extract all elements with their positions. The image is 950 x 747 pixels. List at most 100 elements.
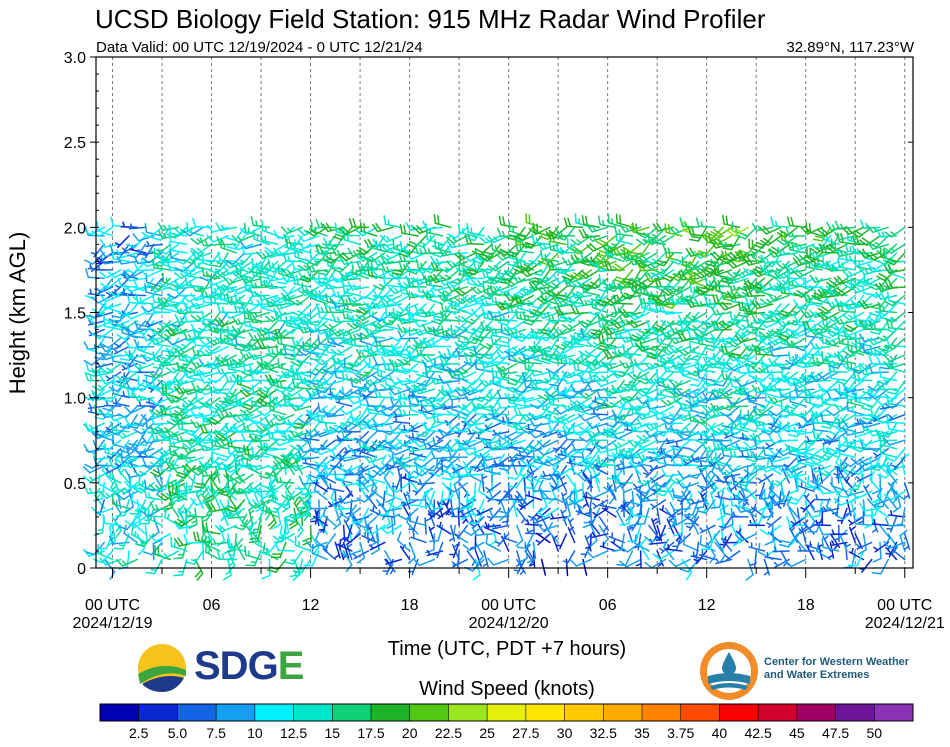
- wind-barb: [274, 243, 295, 257]
- wind-barb: [133, 482, 155, 494]
- wind-barb: [166, 226, 188, 239]
- wind-barb: [150, 303, 172, 314]
- wind-barb: [281, 490, 304, 502]
- wind-barb: [97, 252, 114, 263]
- wind-barb: [280, 267, 304, 276]
- wind-barb: [347, 247, 370, 257]
- wind-barb: [856, 473, 873, 483]
- wind-barb: [685, 275, 708, 285]
- wind-barb: [116, 456, 139, 466]
- wind-barb: [764, 552, 782, 561]
- wind-barb: [903, 533, 911, 550]
- wind-barb: [234, 516, 254, 531]
- wind-barb: [883, 437, 906, 446]
- wind-barb: [233, 252, 254, 266]
- wind-barb: [108, 286, 130, 298]
- wind-barb: [654, 507, 661, 525]
- wind-barb: [435, 507, 452, 520]
- y-tick-label: 3.0: [64, 50, 86, 67]
- wind-barb: [184, 507, 205, 518]
- wind-barb: [722, 214, 741, 229]
- wind-barb: [451, 558, 469, 568]
- wind-barb: [82, 465, 106, 474]
- wind-barb: [118, 439, 139, 454]
- wind-barb: [248, 310, 271, 319]
- wind-barb: [132, 233, 155, 242]
- wind-barb: [630, 243, 650, 259]
- wind-barb: [316, 533, 337, 548]
- wind-barb: [569, 558, 592, 567]
- wind-barb: [408, 512, 427, 527]
- wind-barb: [515, 550, 523, 568]
- wind-barb: [315, 218, 337, 229]
- wind-barb: [849, 526, 856, 544]
- wind-barb: [137, 400, 155, 407]
- wind-barb: [157, 388, 180, 397]
- wind-barb: [83, 354, 106, 366]
- wind-barb: [126, 235, 147, 249]
- wind-barb: [535, 533, 551, 546]
- cw3e-drop-icon: [700, 642, 758, 700]
- wind-barb: [274, 541, 295, 552]
- wind-barb: [157, 328, 180, 340]
- wind-barb: [173, 376, 196, 385]
- wind-barb: [121, 243, 139, 254]
- colorbar-tick-label: 50: [866, 725, 882, 741]
- wind-barb: [114, 337, 130, 350]
- wind-barb: [572, 439, 592, 454]
- wind-barb: [318, 516, 328, 534]
- x-tick-label: 00 UTC: [877, 597, 932, 614]
- wind-barb: [274, 473, 295, 484]
- wind-barb: [290, 354, 312, 367]
- wind-barb: [144, 283, 163, 297]
- wind-barb: [183, 313, 205, 323]
- wind-barb: [142, 456, 163, 470]
- colorbar-tick-label: 25: [479, 725, 495, 741]
- colorbar-tick-label: 40: [712, 725, 728, 741]
- wind-barb: [199, 269, 221, 282]
- y-tick-label: 0.5: [64, 476, 86, 493]
- colorbar-tick-label: 2.5: [129, 725, 149, 741]
- colorbar-tick-label: 15: [324, 725, 340, 741]
- wind-barb: [133, 338, 155, 349]
- wind-barb: [294, 473, 312, 490]
- wind-barb: [711, 462, 724, 484]
- wind-barb: [157, 403, 180, 412]
- x-tick-label: 06: [203, 597, 221, 614]
- wind-barb: [116, 255, 139, 265]
- colorbar-swatch: [371, 704, 411, 721]
- wind-barb: [226, 235, 246, 250]
- wind-barb: [244, 487, 254, 510]
- colorbar-swatch: [409, 704, 449, 721]
- wind-barb: [347, 281, 370, 291]
- wind-barb: [272, 301, 295, 310]
- wind-barb: [462, 541, 485, 552]
- wind-barb: [231, 260, 254, 271]
- wind-barb: [198, 396, 221, 408]
- colorbar-swatch: [100, 704, 140, 721]
- wind-barb: [715, 558, 733, 565]
- wind-barb: [231, 235, 254, 243]
- wind-barb: [201, 354, 221, 369]
- wind-barb: [148, 371, 172, 379]
- wind-barb: [181, 294, 205, 303]
- wind-barb: [291, 378, 312, 390]
- colorbar-tick-label: 5.0: [168, 725, 188, 741]
- wind-barb: [190, 409, 213, 419]
- wind-barb: [265, 272, 287, 282]
- y-tick-label: 1.5: [64, 306, 86, 323]
- wind-barb: [745, 558, 754, 581]
- wind-barb: [175, 337, 196, 350]
- wind-barb: [291, 260, 312, 271]
- wind-barb: [813, 494, 832, 501]
- wind-barb: [570, 396, 592, 407]
- wind-barb: [215, 354, 238, 364]
- colorbar-tick-label: 17.5: [357, 725, 384, 741]
- colorbar-swatch: [177, 704, 217, 721]
- wind-barb: [199, 467, 221, 477]
- wind-barb: [485, 482, 502, 493]
- wind-barb: [114, 456, 130, 469]
- wind-barb: [265, 442, 287, 452]
- wind-barb: [298, 499, 312, 518]
- wind-barb: [763, 558, 770, 576]
